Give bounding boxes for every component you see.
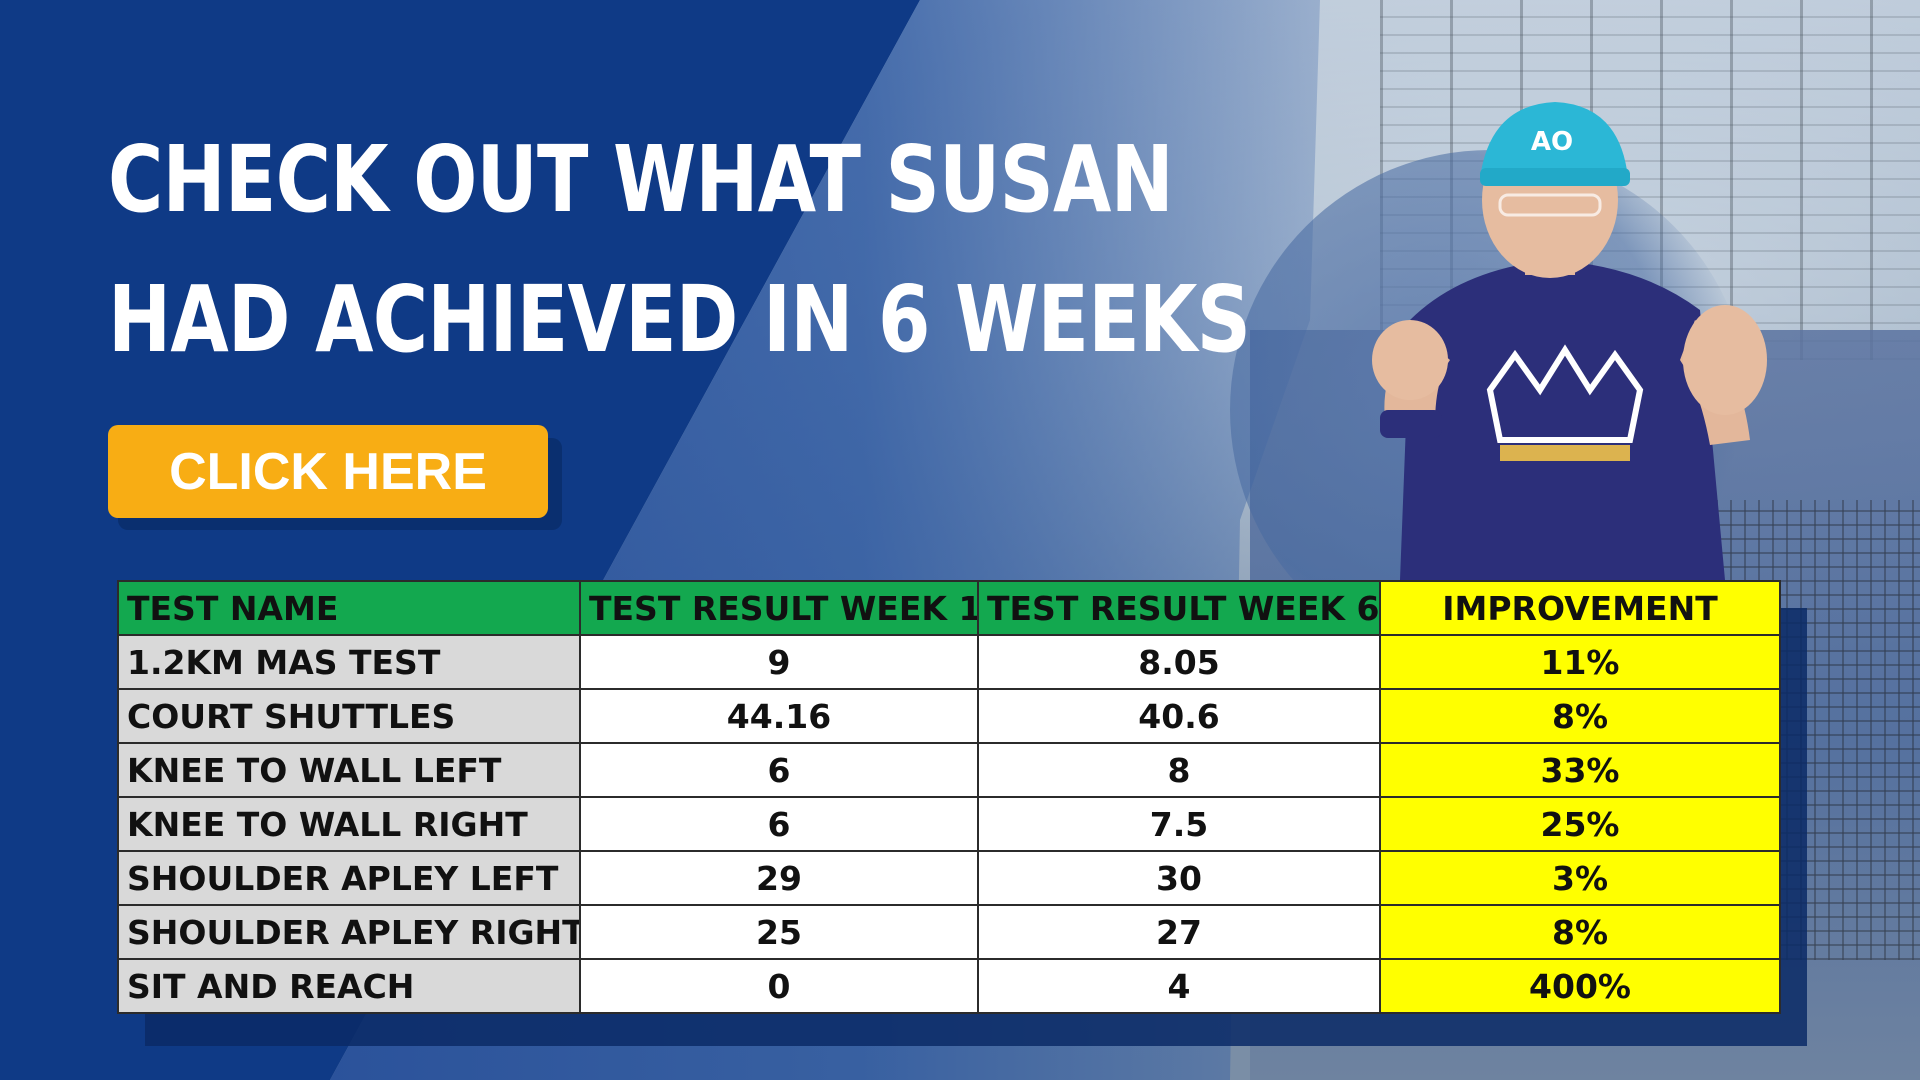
cell-test-name: SHOULDER APLEY RIGHT xyxy=(117,904,581,960)
cell-test-name: SHOULDER APLEY LEFT xyxy=(117,850,581,906)
cell-test-name: KNEE TO WALL LEFT xyxy=(117,742,581,798)
cell-week-1: 44.16 xyxy=(579,688,979,744)
cell-week-1: 29 xyxy=(579,850,979,906)
cell-week-6: 8.05 xyxy=(977,634,1381,690)
cell-test-name: SIT AND REACH xyxy=(117,958,581,1014)
click-here-button[interactable]: CLICK HERE xyxy=(108,425,548,518)
headline: CHECK OUT WHAT SUSAN HAD ACHIEVED IN 6 W… xyxy=(108,110,1251,390)
cell-week-1: 6 xyxy=(579,796,979,852)
header-improvement: IMPROVEMENT xyxy=(1379,580,1781,636)
cap-logo-icon: AO xyxy=(1531,127,1573,157)
cell-week-6: 4 xyxy=(977,958,1381,1014)
cell-week-1: 25 xyxy=(579,904,979,960)
cell-test-name: 1.2KM MAS TEST xyxy=(117,634,581,690)
cell-improvement: 25% xyxy=(1379,796,1781,852)
table-row: SHOULDER APLEY LEFT 29 30 3% xyxy=(117,850,1781,906)
header-week-6: TEST RESULT WEEK 6 xyxy=(977,580,1381,636)
cell-week-6: 30 xyxy=(977,850,1381,906)
table-row: 1.2KM MAS TEST 9 8.05 11% xyxy=(117,634,1781,690)
headline-line-1: CHECK OUT WHAT SUSAN xyxy=(108,126,1174,233)
table-row: KNEE TO WALL LEFT 6 8 33% xyxy=(117,742,1781,798)
svg-text:AO: AO xyxy=(1531,127,1573,157)
cell-improvement: 33% xyxy=(1379,742,1781,798)
cell-week-6: 7.5 xyxy=(977,796,1381,852)
table-header-row: TEST NAME TEST RESULT WEEK 1 TEST RESULT… xyxy=(117,580,1781,636)
cell-test-name: COURT SHUTTLES xyxy=(117,688,581,744)
headline-line-2: HAD ACHIEVED IN 6 WEEKS xyxy=(108,266,1251,373)
cell-week-1: 6 xyxy=(579,742,979,798)
table-row: COURT SHUTTLES 44.16 40.6 8% xyxy=(117,688,1781,744)
cell-week-6: 27 xyxy=(977,904,1381,960)
table-row: SIT AND REACH 0 4 400% xyxy=(117,958,1781,1014)
cell-improvement: 3% xyxy=(1379,850,1781,906)
cell-week-1: 0 xyxy=(579,958,979,1014)
coach-photo: AO xyxy=(1372,102,1767,580)
cell-week-1: 9 xyxy=(579,634,979,690)
table-row: KNEE TO WALL RIGHT 6 7.5 25% xyxy=(117,796,1781,852)
cell-week-6: 40.6 xyxy=(977,688,1381,744)
cell-week-6: 8 xyxy=(977,742,1381,798)
header-test-name: TEST NAME xyxy=(117,580,581,636)
cell-improvement: 11% xyxy=(1379,634,1781,690)
table-row: SHOULDER APLEY RIGHT 25 27 8% xyxy=(117,904,1781,960)
header-week-1: TEST RESULT WEEK 1 xyxy=(579,580,979,636)
cell-improvement: 8% xyxy=(1379,904,1781,960)
results-table: TEST NAME TEST RESULT WEEK 1 TEST RESULT… xyxy=(117,580,1781,1014)
cell-improvement: 8% xyxy=(1379,688,1781,744)
cell-test-name: KNEE TO WALL RIGHT xyxy=(117,796,581,852)
cell-improvement: 400% xyxy=(1379,958,1781,1014)
